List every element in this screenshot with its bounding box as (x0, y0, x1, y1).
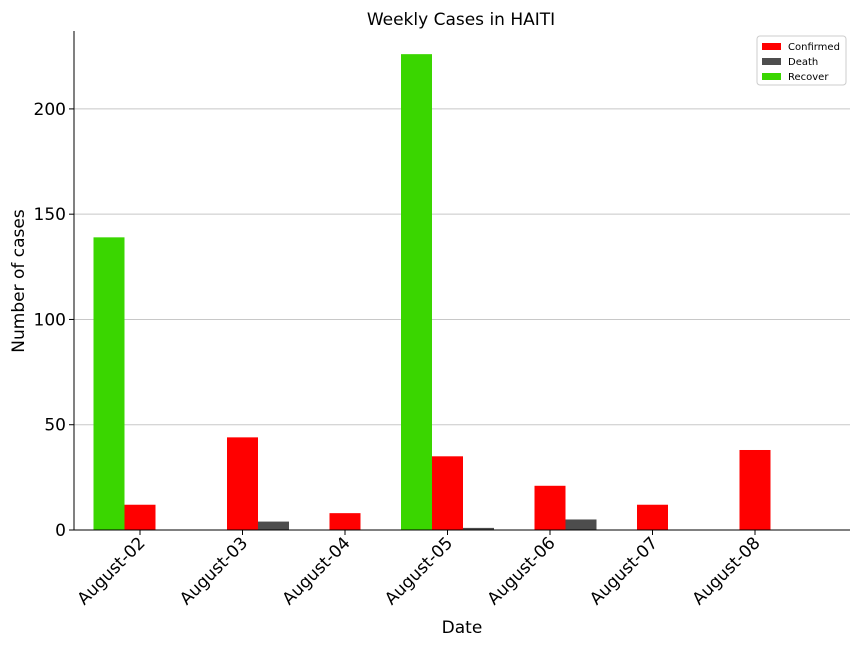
bar-death-august-06 (565, 519, 597, 530)
x-tick-label: August-02 (74, 533, 150, 609)
y-tick-label: 50 (44, 416, 66, 436)
legend-swatch-death (762, 58, 781, 65)
bar-death-august-03 (258, 521, 289, 530)
bar-recover-august-05 (401, 54, 432, 530)
bar-confirmed-august-08 (739, 449, 771, 530)
x-tick-label: August-05 (381, 533, 457, 609)
legend-label-death: Death (788, 57, 818, 68)
legend-swatch-recover (762, 73, 781, 80)
legend-swatch-confirmed (762, 43, 781, 50)
x-tick-label: August-06 (484, 533, 560, 609)
bar-recover-august-02 (93, 237, 125, 530)
y-tick-label: 200 (34, 100, 66, 120)
y-tick-label: 0 (55, 521, 66, 541)
x-tick-label: August-07 (586, 533, 662, 609)
y-axis-title: Number of cases (9, 209, 29, 353)
x-tick-label: August-03 (176, 533, 252, 609)
y-tick-label: 100 (34, 310, 66, 330)
gridlines (74, 108, 850, 426)
bars (93, 54, 771, 530)
bar-confirmed-august-03 (227, 437, 258, 530)
x-tick-label: August-04 (279, 533, 355, 609)
bar-confirmed-august-07 (637, 504, 668, 530)
y-axis-ticks: 0 50 100 150 200 (34, 100, 74, 541)
bar-confirmed-august-02 (124, 504, 156, 530)
bar-confirmed-august-06 (534, 485, 566, 530)
x-axis-ticks: August-02 August-03 August-04 August-05 Augu… (74, 530, 765, 609)
chart-title: Weekly Cases in HAITI (367, 10, 555, 30)
y-tick-label: 150 (34, 205, 66, 225)
x-tick-label: August-08 (689, 533, 765, 609)
legend-label-confirmed: Confirmed (788, 42, 840, 53)
legend-label-recover: Recover (788, 72, 829, 83)
bar-confirmed-august-04 (329, 513, 361, 530)
x-axis-title: Date (442, 618, 483, 638)
bar-confirmed-august-05 (432, 456, 463, 530)
bar-death-august-05 (463, 527, 494, 530)
legend: Confirmed Death Recover (756, 35, 847, 86)
